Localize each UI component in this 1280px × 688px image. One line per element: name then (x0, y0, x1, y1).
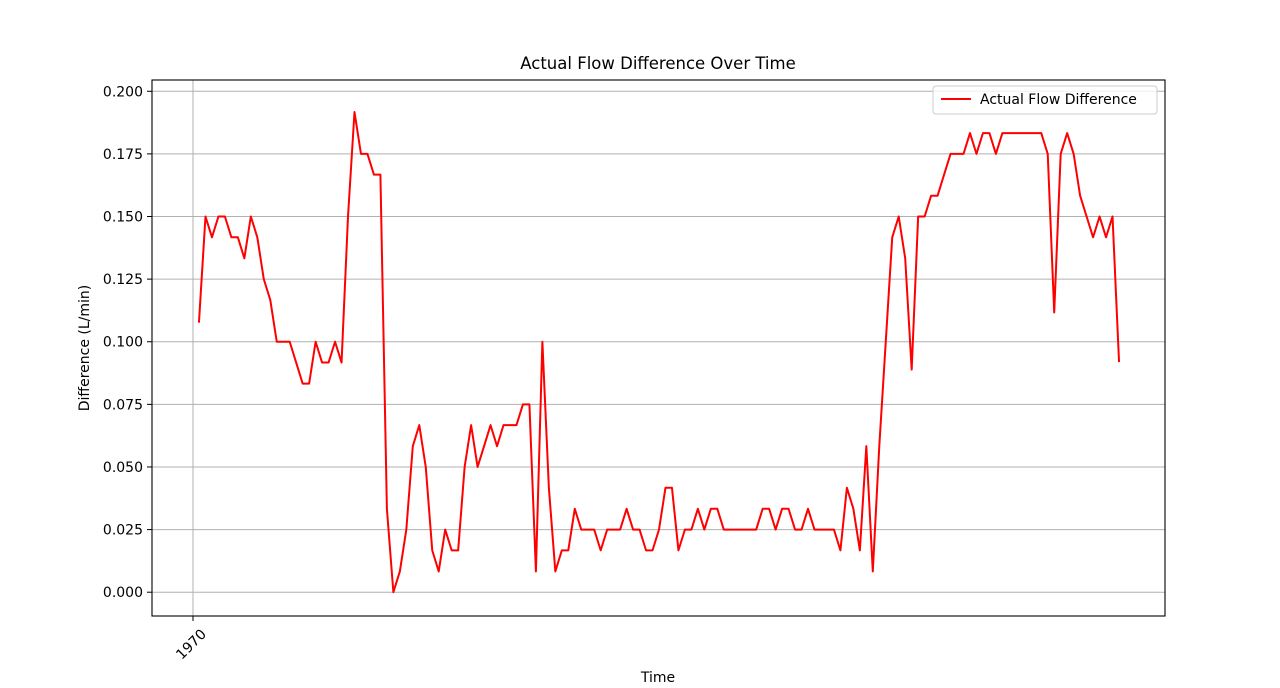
y-tick-label: 0.025 (103, 523, 143, 539)
y-axis-label: Difference (L/min) (77, 285, 93, 411)
y-tick-label: 0.125 (103, 272, 143, 288)
series-line-actual-flow-difference (197, 111, 1121, 594)
y-tick-label: 0.050 (103, 460, 143, 476)
y-tick-label: 0.150 (103, 210, 143, 226)
y-tick-label: 0.175 (103, 147, 143, 163)
chart-title: Actual Flow Difference Over Time (520, 54, 795, 73)
y-tick-label: 0.000 (103, 585, 143, 601)
plot-frame (151, 79, 1166, 617)
legend: Actual Flow Difference (932, 85, 1158, 115)
series-layer (197, 111, 1121, 594)
x-axis-label: Time (640, 670, 675, 684)
y-tick-label: 0.100 (103, 335, 143, 351)
legend-label: Actual Flow Difference (980, 92, 1137, 108)
y-tick-label: 0.075 (103, 397, 143, 413)
y-axis: 0.000 0.025 0.050 0.075 0.100 0.125 0.150 0.175… (103, 84, 152, 601)
y-tick-label: 0.200 (103, 84, 143, 100)
legend-box (932, 85, 1158, 115)
